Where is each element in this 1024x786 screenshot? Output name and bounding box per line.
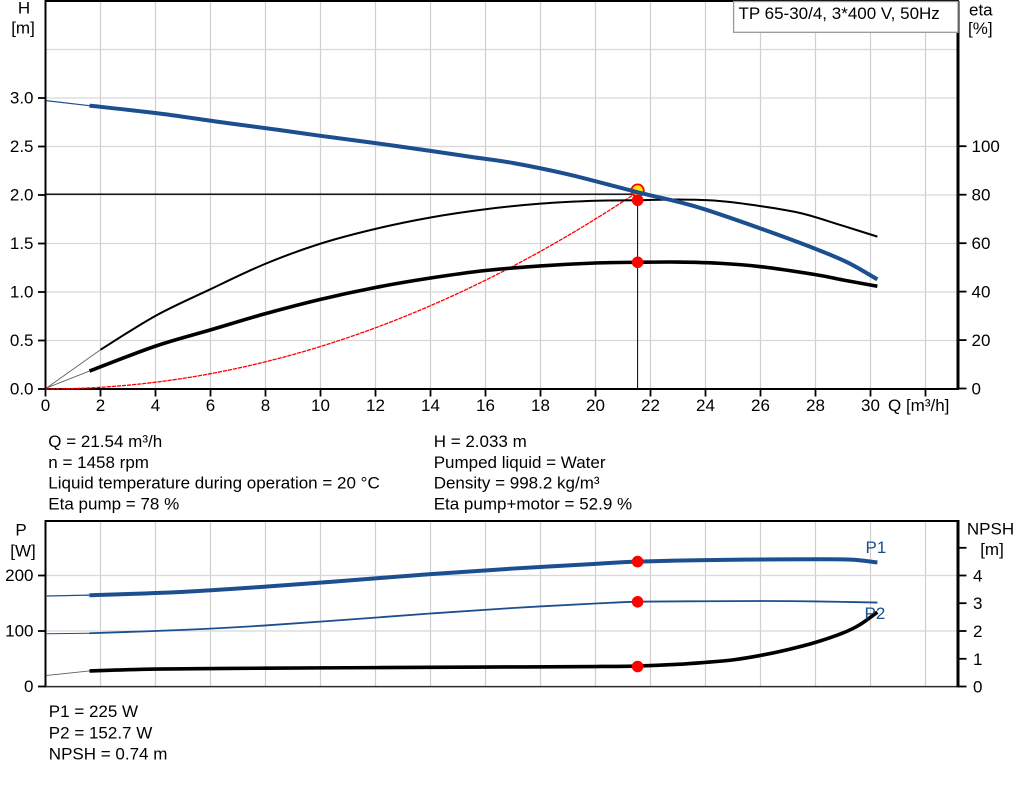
svg-text:14: 14 <box>421 396 440 415</box>
svg-text:2: 2 <box>973 622 982 641</box>
svg-text:2.0: 2.0 <box>10 185 34 204</box>
svg-text:Liquid temperature during oper: Liquid temperature during operation = 20… <box>48 474 379 493</box>
svg-text:2: 2 <box>96 396 105 415</box>
svg-text:0: 0 <box>973 678 982 697</box>
svg-text:4: 4 <box>973 567 982 586</box>
svg-text:80: 80 <box>972 186 991 205</box>
svg-text:eta: eta <box>969 1 993 20</box>
svg-text:[%]: [%] <box>968 19 993 38</box>
svg-text:TP 65-30/4, 3*400 V, 50Hz: TP 65-30/4, 3*400 V, 50Hz <box>739 4 940 23</box>
svg-text:3: 3 <box>973 594 982 613</box>
svg-text:1: 1 <box>973 650 982 669</box>
svg-text:1.5: 1.5 <box>10 234 34 253</box>
svg-text:NPSH: NPSH <box>967 520 1014 539</box>
svg-text:100: 100 <box>5 621 33 640</box>
svg-text:0.5: 0.5 <box>10 331 34 350</box>
svg-text:30: 30 <box>861 396 880 415</box>
svg-text:20: 20 <box>972 331 991 350</box>
svg-text:H = 2.033 m: H = 2.033 m <box>434 432 527 451</box>
svg-text:[m]: [m] <box>980 540 1004 559</box>
svg-text:0: 0 <box>24 677 33 696</box>
svg-text:22: 22 <box>641 396 660 415</box>
svg-text:0: 0 <box>972 380 981 399</box>
svg-text:H: H <box>18 0 30 18</box>
svg-text:100: 100 <box>972 137 1000 156</box>
svg-text:Q [m³/h]: Q [m³/h] <box>888 396 949 415</box>
svg-text:60: 60 <box>972 234 991 253</box>
svg-text:28: 28 <box>806 396 825 415</box>
svg-text:0: 0 <box>41 396 50 415</box>
svg-text:24: 24 <box>696 396 715 415</box>
svg-text:16: 16 <box>476 396 495 415</box>
svg-text:40: 40 <box>972 283 991 302</box>
svg-text:P1: P1 <box>866 538 887 557</box>
svg-text:P: P <box>15 521 26 540</box>
svg-text:26: 26 <box>751 396 770 415</box>
svg-text:4: 4 <box>151 396 160 415</box>
svg-text:10: 10 <box>311 396 330 415</box>
svg-text:NPSH = 0.74 m: NPSH = 0.74 m <box>49 745 168 764</box>
svg-text:8: 8 <box>261 396 270 415</box>
svg-text:Pumped liquid = Water: Pumped liquid = Water <box>434 453 606 472</box>
svg-text:12: 12 <box>366 396 385 415</box>
svg-text:3.0: 3.0 <box>10 88 34 107</box>
svg-text:18: 18 <box>531 396 550 415</box>
svg-text:200: 200 <box>5 566 33 585</box>
svg-text:1.0: 1.0 <box>10 282 34 301</box>
svg-text:Density = 998.2 kg/m³: Density = 998.2 kg/m³ <box>434 474 600 493</box>
svg-text:Q = 21.54 m³/h: Q = 21.54 m³/h <box>48 432 162 451</box>
svg-text:20: 20 <box>586 396 605 415</box>
svg-text:Eta pump+motor = 52.9 %: Eta pump+motor = 52.9 % <box>434 494 632 513</box>
svg-text:[m]: [m] <box>11 19 35 38</box>
svg-text:P1 = 225 W: P1 = 225 W <box>49 702 138 721</box>
svg-text:0.0: 0.0 <box>10 379 34 398</box>
svg-text:P2 = 152.7 W: P2 = 152.7 W <box>49 723 152 742</box>
svg-text:n = 1458 rpm: n = 1458 rpm <box>48 453 149 472</box>
svg-text:6: 6 <box>206 396 215 415</box>
svg-text:2.5: 2.5 <box>10 137 34 156</box>
svg-text:[W]: [W] <box>10 542 36 561</box>
svg-text:P2: P2 <box>865 604 886 623</box>
svg-text:Eta pump = 78 %: Eta pump = 78 % <box>48 494 179 513</box>
